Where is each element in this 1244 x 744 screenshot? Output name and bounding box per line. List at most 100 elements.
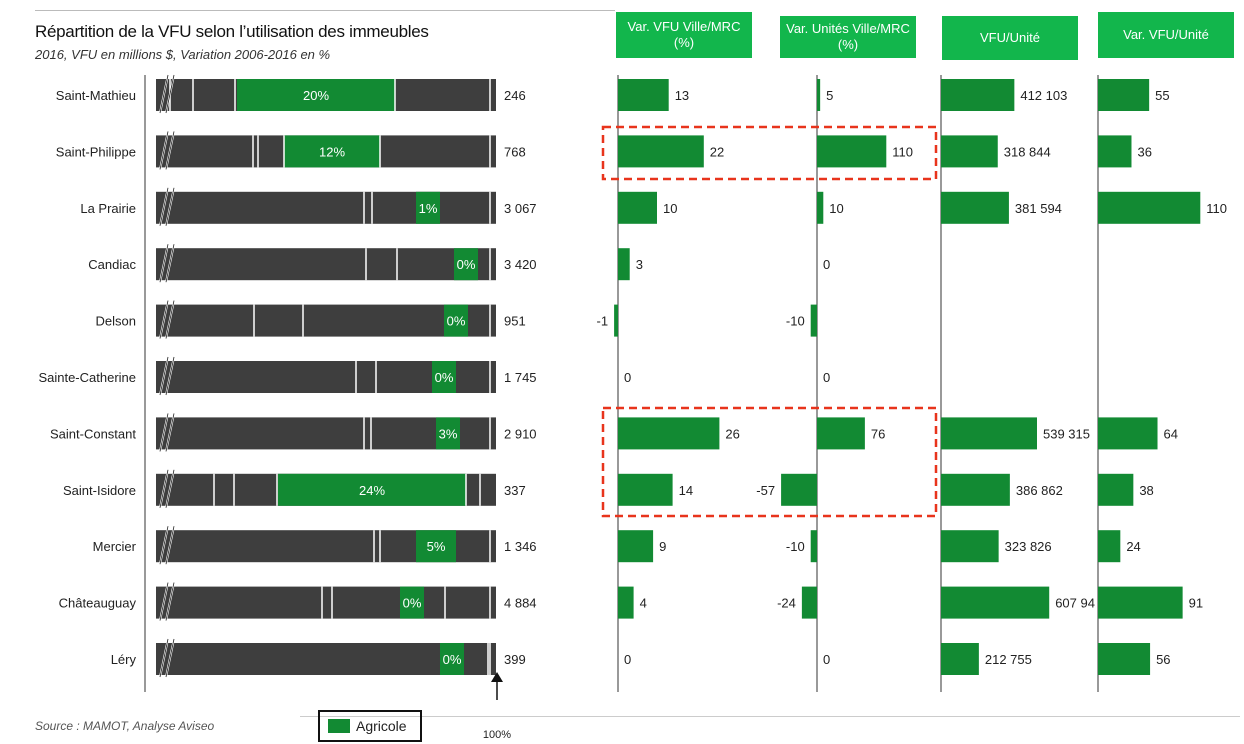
agricole-label-saint-philippe: 12% (319, 144, 345, 159)
bar-var-unites-saint-philippe (817, 135, 887, 168)
axis-break-d-saint-philippe (165, 131, 175, 170)
value-label-var-vfu-la-prairie: 10 (663, 201, 677, 216)
bar-var-vfu-mercier (618, 530, 654, 563)
total-label-sainte-catherine: 1 745 (504, 370, 537, 385)
bar-var-vfu-unite-saint-isidore (1098, 473, 1134, 506)
value-label-vfu-unite-mercier: 323 826 (1005, 539, 1052, 554)
agricole-segment-lery (440, 643, 464, 675)
axis-break-c-la-prairie (159, 187, 169, 226)
total-label-saint-constant: 2 910 (504, 426, 537, 441)
total-label-chateauguay: 4 884 (504, 596, 537, 611)
value-label-var-vfu-unite-lery: 56 (1156, 652, 1170, 667)
agricole-label-saint-constant: 3% (439, 426, 458, 441)
legend-label-agricole: Agricole (356, 718, 407, 734)
bar-var-unites-mercier (810, 530, 817, 563)
header-var-vfu-unite: Var. VFU/Unité (1098, 12, 1234, 58)
bar-var-vfu-candiac (618, 248, 630, 281)
value-label-var-vfu-saint-mathieu: 13 (675, 88, 689, 103)
top-rule (35, 10, 615, 11)
header-var-vfu: Var. VFU Ville/MRC (%) (616, 12, 752, 58)
axis-break-c-saint-isidore (159, 469, 169, 508)
agricole-segment-delson (444, 304, 468, 337)
total-label-delson: 951 (504, 314, 526, 329)
row-label-chateauguay: Châteauguay (59, 596, 137, 611)
axis-break-d-mercier (165, 526, 175, 565)
legend-swatch-agricole (328, 719, 350, 733)
bar-var-unites-la-prairie (817, 191, 824, 224)
value-label-vfu-unite-saint-philippe: 318 844 (1004, 144, 1051, 159)
row-label-saint-philippe: Saint-Philippe (56, 144, 136, 159)
axis-break-d-la-prairie (165, 187, 175, 226)
total-label-la-prairie: 3 067 (504, 201, 537, 216)
bar-vfu-unite-chateauguay (941, 586, 1050, 619)
axis-break-c-lery (159, 638, 169, 678)
bar-var-unites-saint-isidore (781, 473, 817, 506)
bar-vfu-unite-saint-constant (941, 417, 1037, 450)
value-label-var-vfu-saint-isidore: 14 (679, 483, 693, 498)
agricole-segment-saint-philippe (284, 135, 380, 168)
total-label-lery: 399 (504, 652, 526, 667)
value-label-var-vfu-sainte-catherine: 0 (624, 370, 631, 385)
axis-break-d-candiac (165, 244, 175, 283)
axis-break-d-chateauguay (165, 582, 175, 621)
agricole-segment-saint-mathieu (237, 79, 395, 111)
value-label-var-vfu-unite-chateauguay: 91 (1189, 596, 1203, 611)
bar-var-unites-saint-constant (817, 417, 865, 450)
row-label-delson: Delson (96, 314, 136, 329)
agricole-label-mercier: 5% (427, 539, 446, 554)
bar-var-vfu-delson (614, 304, 618, 337)
value-label-var-vfu-unite-saint-philippe: 36 (1137, 144, 1151, 159)
agricole-label-saint-mathieu: 20% (303, 88, 329, 103)
value-label-var-vfu-candiac: 3 (636, 257, 643, 272)
total-label-saint-mathieu: 246 (504, 88, 526, 103)
row-label-mercier: Mercier (93, 539, 137, 554)
axis-break-c-saint-constant (159, 413, 169, 452)
value-label-vfu-unite-saint-mathieu: 412 103 (1020, 88, 1067, 103)
stack-bar-la-prairie (156, 191, 496, 224)
bar-var-vfu-saint-philippe (618, 135, 704, 168)
axis-break-c-sainte-catherine (159, 356, 169, 396)
axis-break-d-lery (165, 638, 175, 678)
agricole-segment-saint-isidore (278, 473, 466, 506)
axis-break-c-saint-philippe (159, 131, 169, 170)
bar-var-vfu-unite-saint-philippe (1098, 135, 1132, 168)
value-label-var-unites-saint-philippe: 110 (892, 144, 913, 159)
bar-vfu-unite-lery (941, 643, 979, 675)
value-label-var-vfu-saint-philippe: 22 (710, 144, 724, 159)
agricole-segment-candiac (454, 248, 478, 281)
value-label-var-vfu-mercier: 9 (659, 539, 666, 554)
agricole-label-delson: 0% (447, 314, 466, 329)
row-label-candiac: Candiac (88, 257, 136, 272)
bottom-rule (300, 716, 1240, 717)
row-label-saint-mathieu: Saint-Mathieu (56, 88, 136, 103)
axis-break-c-candiac (159, 244, 169, 283)
bar-var-unites-delson (810, 304, 817, 337)
value-label-var-unites-chateauguay: -24 (777, 596, 796, 611)
bar-var-vfu-unite-saint-mathieu (1098, 79, 1150, 111)
value-label-var-unites-la-prairie: 10 (829, 201, 843, 216)
agricole-label-chateauguay: 0% (403, 596, 422, 611)
value-label-var-vfu-unite-mercier: 24 (1126, 539, 1140, 554)
value-label-var-unites-lery: 0 (823, 652, 830, 667)
value-label-var-unites-mercier: -10 (786, 539, 805, 554)
chart-title: Répartition de la VFU selon l’utilisatio… (35, 22, 429, 41)
header-var-unites: Var. Unités Ville/MRC (%) (780, 16, 916, 58)
value-label-vfu-unite-saint-isidore: 386 862 (1016, 483, 1063, 498)
row-label-la-prairie: La Prairie (80, 201, 136, 216)
row-label-saint-isidore: Saint-Isidore (63, 483, 136, 498)
chart-subtitle: 2016, VFU en millions $, Variation 2006-… (35, 47, 331, 62)
bar-var-vfu-unite-chateauguay (1098, 586, 1183, 619)
header-vfu-unite: VFU/Unité (942, 16, 1078, 60)
axis-break-c-mercier (159, 526, 169, 565)
bar-vfu-unite-saint-isidore (941, 473, 1010, 506)
value-label-vfu-unite-chateauguay: 607 94 (1055, 596, 1095, 611)
hundred-percent-arrow-head (491, 672, 503, 682)
bar-vfu-unite-la-prairie (941, 191, 1009, 224)
agricole-label-saint-isidore: 24% (359, 483, 385, 498)
value-label-var-unites-saint-isidore: -57 (756, 483, 775, 498)
bar-vfu-unite-saint-mathieu (941, 79, 1015, 111)
value-label-var-vfu-saint-constant: 26 (725, 426, 739, 441)
row-label-lery: Léry (111, 652, 137, 667)
total-label-candiac: 3 420 (504, 257, 537, 272)
